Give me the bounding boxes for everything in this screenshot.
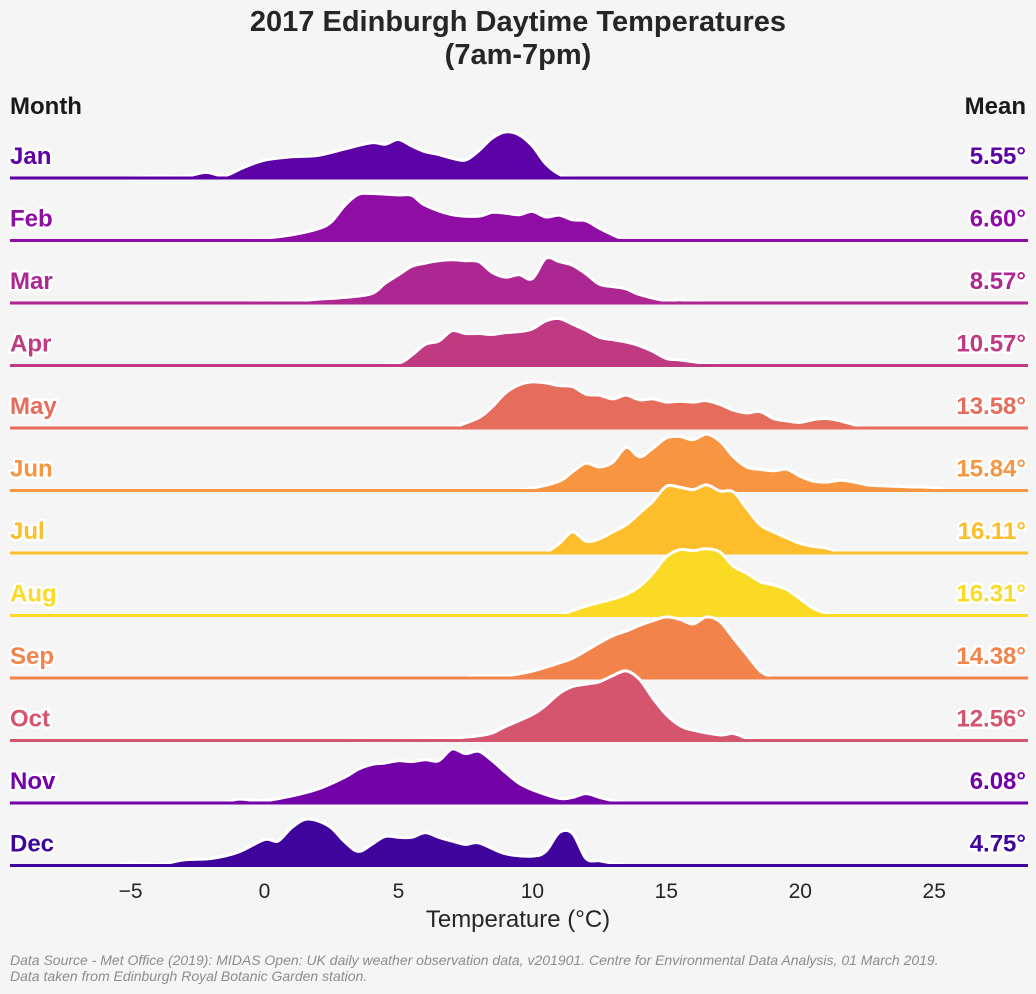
mean-label-mar: 8.57° <box>970 268 1026 295</box>
ridge-outline-oct <box>344 669 761 742</box>
month-label-aug: Aug <box>10 581 57 608</box>
x-axis-label: Temperature (°C) <box>426 906 610 933</box>
month-label-may: May <box>10 393 57 420</box>
x-tick-label: 0 <box>259 880 271 903</box>
ridge-area-mar <box>251 257 707 303</box>
ridge-area-apr <box>371 318 720 366</box>
month-label-jan: Jan <box>10 143 51 170</box>
mean-label-sep: 14.38° <box>956 643 1026 670</box>
month-label-oct: Oct <box>10 706 50 733</box>
ridge-outline-nov <box>223 747 627 805</box>
ridge-area-jul <box>545 484 841 553</box>
ridge-area-may <box>452 381 868 428</box>
ridge-nov: Nov 6.08° <box>8 747 1029 805</box>
mean-label-nov: 6.08° <box>970 768 1026 795</box>
month-label-dec: Dec <box>10 831 54 858</box>
mean-label-feb: 6.60° <box>970 206 1026 233</box>
ridge-area-sep <box>465 616 774 678</box>
month-label-apr: Apr <box>10 331 51 358</box>
footnote-line-2: Data taken from Edinburgh Royal Botanic … <box>10 968 368 984</box>
ridges-group: Jan 5.55° Feb 6.60° Mar 8.57° Apr 10.57° May 13.5… <box>8 130 1029 867</box>
ridge-apr: Apr 10.57° <box>8 316 1029 367</box>
month-label-mar: Mar <box>10 268 53 295</box>
ridge-outline-apr <box>371 316 721 367</box>
ridge-area-jan <box>125 131 573 178</box>
mean-label-jan: 5.55° <box>970 143 1026 170</box>
ridge-outline-jul <box>544 483 842 555</box>
month-label-feb: Feb <box>10 206 53 233</box>
mean-label-jul: 16.11° <box>958 518 1026 545</box>
mean-label-dec: 4.75° <box>970 831 1026 858</box>
ridge-jan: Jan 5.55° <box>8 130 1029 180</box>
ridge-area-nov <box>224 748 627 803</box>
mean-label-oct: 12.56° <box>956 706 1026 733</box>
ridge-feb: Feb 6.60° <box>8 191 1029 242</box>
title-line-1: 2017 Edinburgh Daytime Temperatures <box>249 6 787 38</box>
ridge-oct: Oct 12.56° <box>8 669 1029 742</box>
ridge-outline-may <box>451 380 868 430</box>
ridge-area-aug <box>559 548 841 616</box>
mean-label-aug: 16.31° <box>956 581 1026 608</box>
ridge-may: May 13.58° <box>8 380 1029 430</box>
x-tick-label: 5 <box>393 880 405 903</box>
month-column-header: Month <box>10 93 82 120</box>
ridge-outline-jan <box>125 130 573 180</box>
ridge-jun: Jun 15.84° <box>8 432 1029 492</box>
footnote-line-1: Data Source - Met Office (2019): MIDAS O… <box>10 952 939 968</box>
mean-label-may: 13.58° <box>956 393 1026 420</box>
ridge-aug: Aug 16.31° <box>8 547 1029 617</box>
month-label-jun: Jun <box>10 456 53 483</box>
title-line-2: (7am-7pm) <box>444 39 592 71</box>
x-tick-label: 20 <box>789 880 812 903</box>
ridge-area-jun <box>513 434 948 491</box>
ridge-outline-dec <box>116 817 627 867</box>
ridge-dec: Dec 4.75° <box>8 817 1029 867</box>
ridge-outline-jun <box>513 432 948 492</box>
ridge-area-dec <box>117 818 627 866</box>
footnote: Data Source - Met Office (2019): MIDAS O… <box>10 952 939 984</box>
mean-column-header: Mean <box>964 93 1026 120</box>
ridge-mar: Mar 8.57° <box>8 256 1029 305</box>
mean-label-jun: 15.84° <box>956 456 1026 483</box>
ridge-jul: Jul 16.11° <box>8 483 1029 555</box>
ridge-area-feb <box>243 193 627 241</box>
month-label-sep: Sep <box>10 643 54 670</box>
ridge-outline-aug <box>558 547 841 617</box>
x-tick-label: 10 <box>521 880 544 903</box>
ridge-outline-feb <box>242 191 627 242</box>
ridge-outline-mar <box>250 256 707 305</box>
x-axis-ticks: −5 0 5 10 15 20 25 <box>119 880 946 903</box>
ridge-outline-sep <box>465 615 775 680</box>
x-tick-label: 15 <box>655 880 678 903</box>
month-label-jul: Jul <box>10 518 45 545</box>
x-tick-label: 25 <box>923 880 946 903</box>
ridge-area-oct <box>344 670 761 741</box>
chart-title: 2017 Edinburgh Daytime Temperatures (7am… <box>0 6 1036 72</box>
month-label-nov: Nov <box>10 768 56 795</box>
mean-label-apr: 10.57° <box>956 331 1026 358</box>
ridge-sep: Sep 14.38° <box>8 615 1029 680</box>
x-tick-label: −5 <box>119 880 143 903</box>
